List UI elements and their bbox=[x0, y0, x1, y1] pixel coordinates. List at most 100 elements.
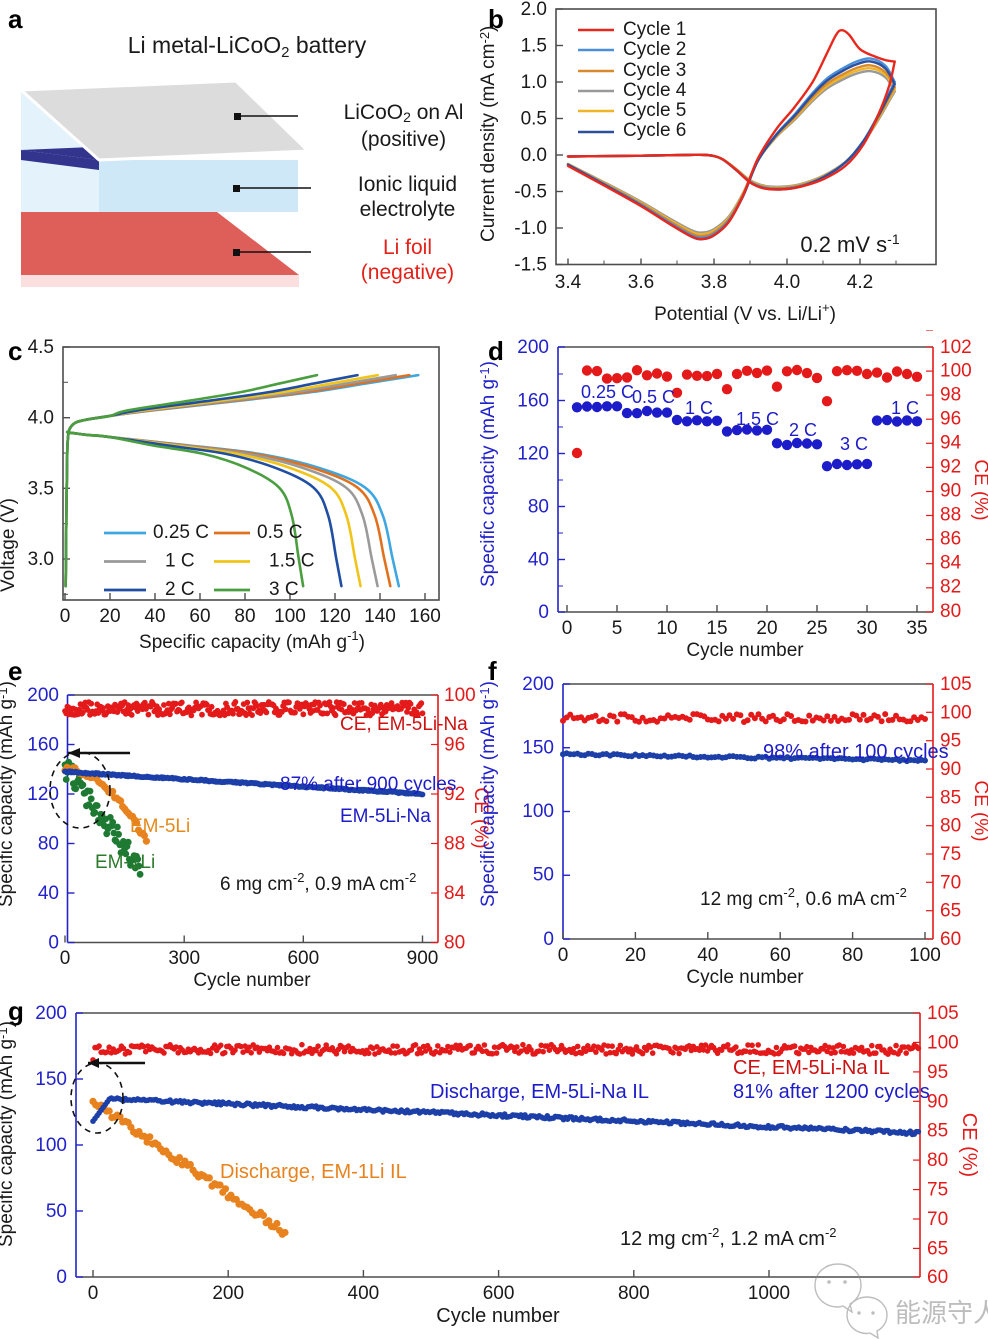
svg-text:2 C: 2 C bbox=[789, 420, 817, 440]
svg-text:84: 84 bbox=[940, 553, 962, 574]
svg-text:-0.5: -0.5 bbox=[514, 182, 547, 203]
svg-text:0: 0 bbox=[562, 618, 573, 639]
svg-text:25: 25 bbox=[806, 618, 827, 639]
svg-text:CE, EM-5Li-Na IL: CE, EM-5Li-Na IL bbox=[733, 1057, 890, 1079]
svg-text:CE (%): CE (%) bbox=[958, 1113, 980, 1177]
svg-text:88: 88 bbox=[940, 505, 961, 526]
svg-text:-1.0: -1.0 bbox=[514, 218, 547, 239]
svg-text:95: 95 bbox=[927, 1062, 948, 1083]
svg-text:1.5: 1.5 bbox=[521, 36, 547, 57]
svg-text:0.2 mV s-1: 0.2 mV s-1 bbox=[800, 231, 899, 257]
svg-text:100: 100 bbox=[940, 361, 972, 382]
svg-text:65: 65 bbox=[927, 1238, 948, 1259]
svg-text:4.0: 4.0 bbox=[774, 272, 800, 293]
svg-text:50: 50 bbox=[533, 865, 554, 886]
svg-text:3 C: 3 C bbox=[840, 434, 868, 454]
svg-text:65: 65 bbox=[940, 901, 961, 922]
svg-text:80: 80 bbox=[940, 601, 961, 622]
svg-text:100: 100 bbox=[35, 1135, 67, 1156]
svg-text:82: 82 bbox=[940, 577, 961, 598]
svg-text:1 C: 1 C bbox=[685, 398, 713, 418]
svg-text:0.25 C: 0.25 C bbox=[581, 382, 634, 402]
svg-text:100: 100 bbox=[522, 801, 554, 822]
svg-text:CE (%): CE (%) bbox=[970, 780, 988, 841]
svg-text:1 C: 1 C bbox=[891, 398, 919, 418]
svg-text:60: 60 bbox=[940, 929, 961, 950]
svg-text:60: 60 bbox=[927, 1267, 948, 1288]
svg-text:98% after 100 cycles: 98% after 100 cycles bbox=[763, 741, 949, 763]
svg-text:12 mg cm-2, 0.6 mA cm-2: 12 mg cm-2, 0.6 mA cm-2 bbox=[700, 885, 907, 910]
svg-text:200: 200 bbox=[517, 337, 549, 358]
svg-text:75: 75 bbox=[927, 1180, 948, 1201]
svg-text:85: 85 bbox=[940, 787, 961, 808]
svg-text:30: 30 bbox=[856, 618, 877, 639]
svg-text:Discharge, EM-5Li-Na IL: Discharge, EM-5Li-Na IL bbox=[430, 1081, 649, 1103]
svg-text:120: 120 bbox=[517, 444, 549, 465]
svg-text:4.2: 4.2 bbox=[847, 272, 873, 293]
svg-text:80: 80 bbox=[940, 816, 961, 837]
svg-text:0.5: 0.5 bbox=[521, 109, 547, 130]
svg-text:600: 600 bbox=[483, 1283, 515, 1304]
svg-text:Discharge, EM-1Li IL: Discharge, EM-1Li IL bbox=[220, 1161, 407, 1183]
svg-text:160: 160 bbox=[517, 391, 549, 412]
svg-text:150: 150 bbox=[35, 1069, 67, 1090]
svg-text:1.0: 1.0 bbox=[521, 72, 547, 93]
svg-text:5: 5 bbox=[612, 618, 623, 639]
svg-text:3.8: 3.8 bbox=[701, 272, 727, 293]
svg-text:150: 150 bbox=[522, 738, 554, 759]
svg-text:12 mg cm-2, 1.2 mA cm-2: 12 mg cm-2, 1.2 mA cm-2 bbox=[620, 1225, 837, 1250]
svg-text:105: 105 bbox=[927, 1003, 959, 1024]
svg-text:70: 70 bbox=[940, 872, 961, 893]
svg-text:20: 20 bbox=[625, 945, 646, 966]
svg-text:80: 80 bbox=[842, 945, 863, 966]
svg-text:Cycle number: Cycle number bbox=[436, 1305, 560, 1327]
svg-text:85: 85 bbox=[927, 1121, 948, 1142]
svg-text:92: 92 bbox=[940, 457, 961, 478]
svg-text:0: 0 bbox=[538, 602, 549, 623]
svg-text:90: 90 bbox=[927, 1091, 948, 1112]
svg-text:90: 90 bbox=[940, 481, 961, 502]
svg-text:98: 98 bbox=[940, 385, 961, 406]
svg-text:1.5 C: 1.5 C bbox=[736, 409, 779, 429]
svg-text:能源守人: 能源守人 bbox=[895, 1298, 988, 1328]
svg-text:35: 35 bbox=[906, 618, 927, 639]
svg-text:200: 200 bbox=[35, 1003, 67, 1024]
svg-text:40: 40 bbox=[697, 945, 718, 966]
svg-text:40: 40 bbox=[528, 550, 549, 571]
svg-text:2.0: 2.0 bbox=[521, 0, 547, 20]
svg-text:80: 80 bbox=[528, 497, 549, 518]
svg-text:50: 50 bbox=[46, 1201, 67, 1222]
svg-text:15: 15 bbox=[706, 618, 727, 639]
svg-text:-1.5: -1.5 bbox=[514, 255, 547, 276]
svg-text:1000: 1000 bbox=[748, 1283, 790, 1304]
svg-text:200: 200 bbox=[212, 1283, 244, 1304]
svg-text:20: 20 bbox=[756, 618, 777, 639]
svg-text:100: 100 bbox=[940, 702, 972, 723]
svg-text:0: 0 bbox=[56, 1267, 67, 1288]
svg-text:Cycle number: Cycle number bbox=[686, 967, 804, 988]
svg-text:10: 10 bbox=[656, 618, 677, 639]
svg-text:CE (%): CE (%) bbox=[970, 459, 988, 520]
svg-text:0: 0 bbox=[558, 945, 569, 966]
svg-text:102: 102 bbox=[940, 337, 972, 358]
svg-text:60: 60 bbox=[770, 945, 791, 966]
svg-text:3.4: 3.4 bbox=[555, 272, 582, 293]
svg-text:0: 0 bbox=[543, 929, 554, 950]
svg-text:75: 75 bbox=[940, 844, 961, 865]
svg-text:Potential (V vs. Li/Li+): Potential (V vs. Li/Li+) bbox=[654, 300, 836, 325]
svg-text:3.6: 3.6 bbox=[628, 272, 654, 293]
svg-text:0: 0 bbox=[88, 1283, 99, 1304]
svg-text:81% after 1200 cycles: 81% after 1200 cycles bbox=[733, 1081, 930, 1103]
svg-text:86: 86 bbox=[940, 529, 961, 550]
svg-text:94: 94 bbox=[940, 433, 962, 454]
svg-text:0.5 C: 0.5 C bbox=[632, 387, 675, 407]
svg-text:70: 70 bbox=[927, 1209, 948, 1230]
svg-text:0.0: 0.0 bbox=[521, 145, 547, 166]
svg-text:80: 80 bbox=[927, 1150, 948, 1171]
svg-text:100: 100 bbox=[927, 1032, 959, 1053]
svg-text:400: 400 bbox=[348, 1283, 380, 1304]
svg-text:100: 100 bbox=[909, 945, 941, 966]
svg-text:96: 96 bbox=[940, 409, 961, 430]
svg-text:800: 800 bbox=[618, 1283, 650, 1304]
svg-text:105: 105 bbox=[940, 674, 972, 695]
